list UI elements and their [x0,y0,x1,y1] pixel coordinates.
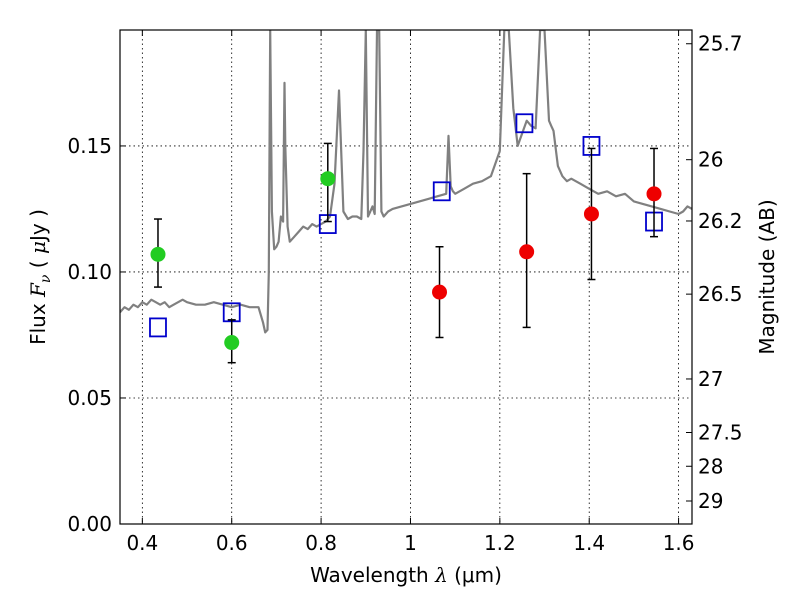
points-layer [149,113,663,364]
y-tick-labels: 0.00 0.05 0.10 0.15 [67,134,112,536]
data-point [583,206,599,222]
y-tick-label: 0.15 [67,134,112,158]
data-point [519,244,535,260]
right-tick-labels: 25.7 26 26.2 26.5 27 27.5 28 29 [698,32,743,513]
data-point [432,284,448,300]
data-point [320,171,336,187]
right-tick-label: 28 [698,454,723,478]
model-square [432,181,451,202]
right-tick-label: 26 [698,148,723,172]
x-tick-label: 1.4 [573,531,605,555]
x-tick-label: 0.4 [126,531,158,555]
spectrum-layer [120,30,692,334]
grid-lines [120,30,692,524]
right-tick-label: 26.2 [698,209,743,233]
right-tick-label: 25.7 [698,32,743,56]
data-point [150,246,166,262]
x-tick-label: 1 [404,531,417,555]
model-square [149,317,167,338]
plot-frame [119,29,693,525]
x-tick-label: 0.8 [305,531,337,555]
x-tick-label: 0.6 [216,531,248,555]
x-axis-title: Wavelength λ (μm) [310,563,502,587]
model-square [515,113,534,134]
right-tick-label: 27.5 [698,420,743,444]
spectrum-line [120,30,692,334]
right-tick-label: 29 [698,489,723,513]
x-tick-label: 1.2 [484,531,516,555]
x-tick-label: 1.6 [663,531,695,555]
right-axis-title: Magnitude (AB) [755,199,779,354]
data-point [646,186,662,202]
x-tick-labels: 0.4 0.6 0.8 1 1.2 1.4 1.6 [126,531,694,555]
y-tick-label: 0.10 [67,260,112,284]
y-tick-label: 0.05 [67,386,112,410]
right-tick-label: 27 [698,367,723,391]
data-point [224,335,240,351]
y-tick-label: 0.00 [67,512,112,536]
axis-ticks [120,30,692,525]
y-axis-title: Flux Fν ( μJy ) [26,209,54,345]
right-tick-label: 26.5 [698,282,743,306]
